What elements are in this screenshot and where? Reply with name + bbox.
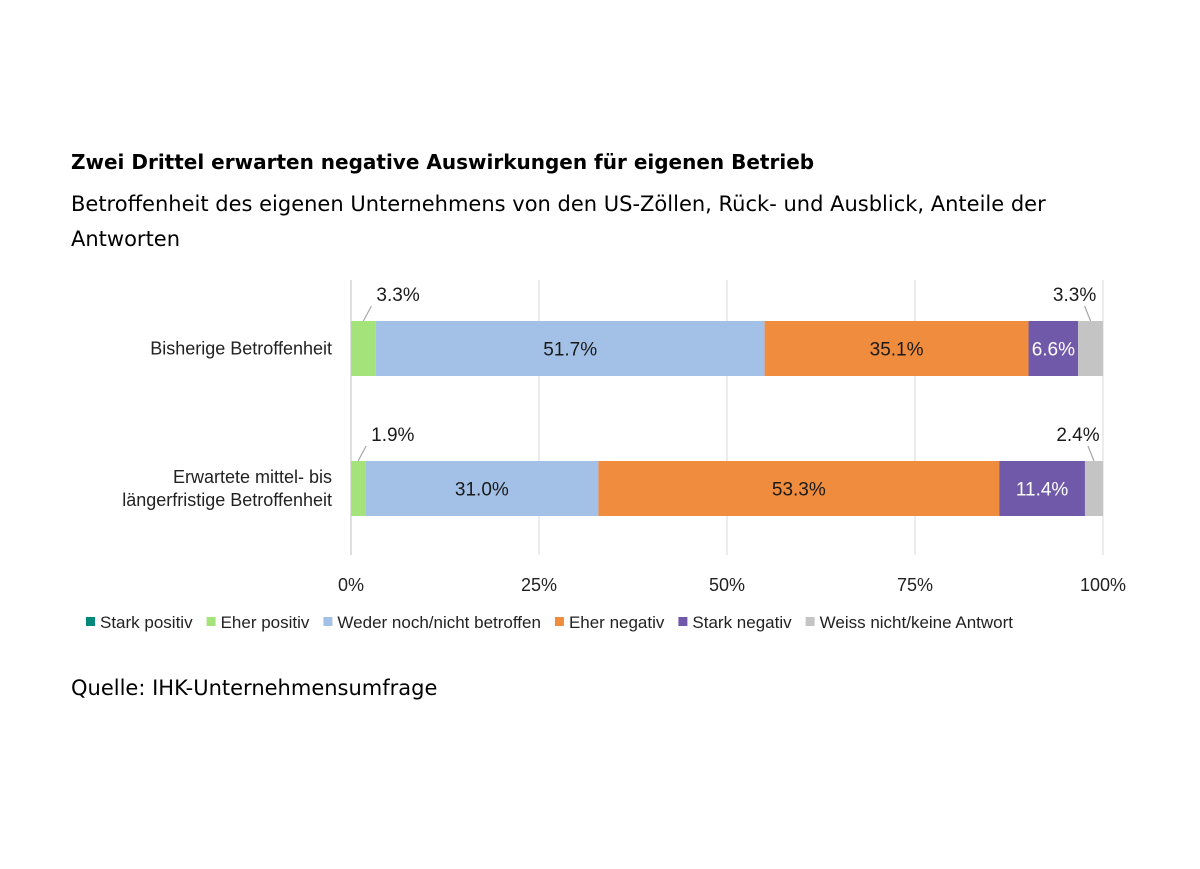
bar-segment <box>1028 321 1079 376</box>
legend-swatch <box>678 617 688 626</box>
chart-subtitle: Betroffenheit des eigenen Unternehmens v… <box>71 192 1046 251</box>
legend-swatch <box>805 617 815 626</box>
legend-label: Eher positiv <box>221 613 310 632</box>
x-tick-label: 0% <box>338 575 364 595</box>
bar-segment <box>764 321 1029 376</box>
data-label: 53.3% <box>772 480 826 501</box>
data-label: 3.3% <box>376 285 419 306</box>
legend-swatch <box>554 617 564 626</box>
x-tick-label: 100% <box>1080 575 1126 595</box>
category-label: Erwartete mittel- bis <box>173 467 332 487</box>
bar-segment <box>1084 461 1103 516</box>
legend-swatch <box>323 617 333 626</box>
legend-label: Stark positiv <box>100 613 193 632</box>
x-tick-labels: 0% 25% 50% 75% 100% <box>338 575 1126 595</box>
bar-segment <box>351 321 376 376</box>
data-label: 2.4% <box>1056 425 1099 446</box>
bar-segment <box>598 461 1000 516</box>
leader-line <box>357 445 367 462</box>
category-label: längerfristige Betroffenheit <box>122 490 332 510</box>
legend-label: Weiss nicht/keine Antwort <box>820 613 1014 632</box>
bar-segment <box>365 461 599 516</box>
legend-label: Weder noch/nicht betroffen <box>337 613 541 632</box>
data-label: 6.6% <box>1032 340 1075 361</box>
legend-label: Eher negativ <box>569 613 665 632</box>
data-label: 51.7% <box>543 340 597 361</box>
legend-label: Stark negativ <box>692 613 792 632</box>
data-label: 3.3% <box>1053 285 1096 306</box>
chart-title: Zwei Drittel erwarten negative Auswirkun… <box>71 150 815 174</box>
legend-swatch <box>86 617 95 626</box>
source-note: Quelle: IHK-Unternehmensumfrage <box>71 676 438 700</box>
x-tick-label: 50% <box>709 575 745 595</box>
data-labels: 3.3% 51.7% 35.1% 6.6% 3.3% 1.9% 31.0% 53.3% 11.4… <box>357 285 1100 501</box>
data-label: 31.0% <box>455 480 509 501</box>
x-tick-label: 75% <box>897 575 933 595</box>
category-label: Bisherige Betroffenheit <box>150 339 332 359</box>
legend-swatch <box>206 617 216 626</box>
bar-segments <box>351 321 1103 516</box>
data-label: 11.4% <box>1016 480 1069 501</box>
bar-segment <box>999 461 1085 516</box>
x-tick-label: 25% <box>521 575 557 595</box>
leader-line <box>362 305 372 322</box>
legend: Stark positiv Eher positiv Weder noch/nich… <box>86 613 1013 632</box>
data-label: 35.1% <box>870 340 924 361</box>
bar-segment <box>375 321 765 376</box>
leader-line <box>1087 445 1095 462</box>
leader-line <box>1084 305 1092 322</box>
data-label: 1.9% <box>371 425 414 446</box>
bar-segment <box>1078 321 1103 376</box>
category-labels: Bisherige Betroffenheit Erwartete mittel-… <box>122 339 332 511</box>
bar-segment <box>351 461 366 516</box>
